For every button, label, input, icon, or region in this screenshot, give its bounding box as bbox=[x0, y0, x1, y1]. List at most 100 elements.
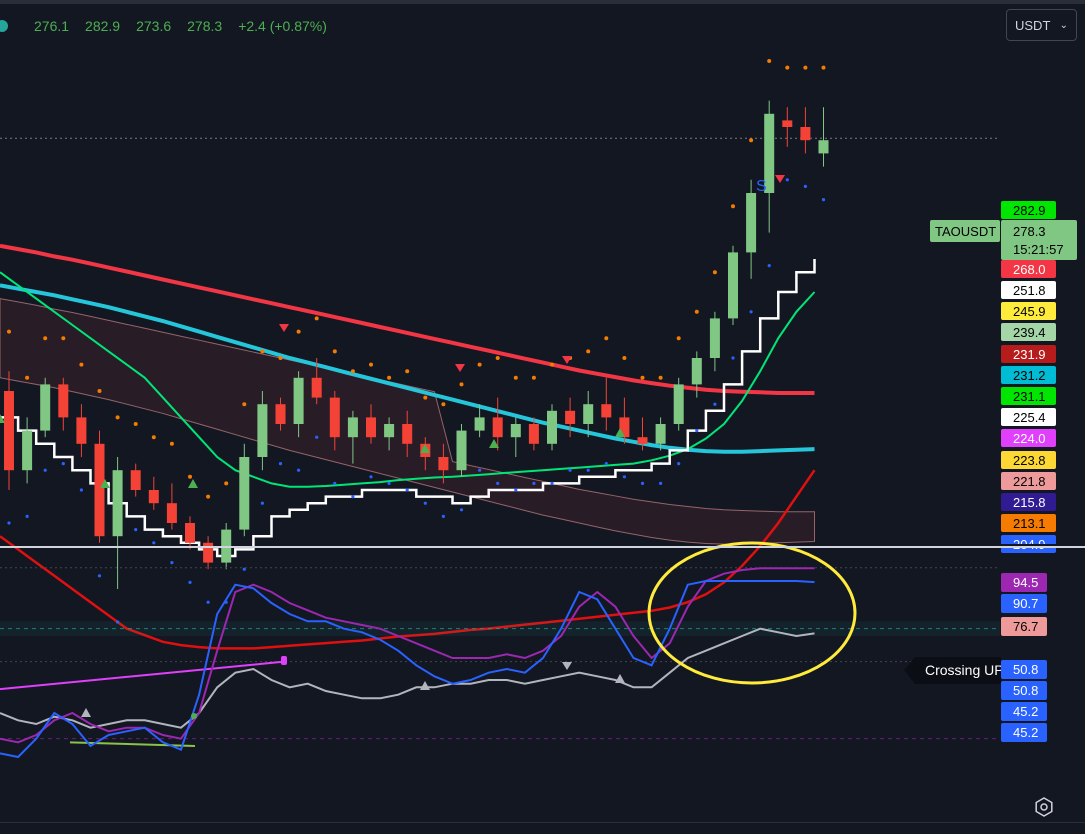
price-axis-label-bg bbox=[1001, 451, 1056, 469]
symbol-tag-name: TAOUSDT bbox=[935, 224, 996, 239]
support-dot bbox=[7, 521, 11, 525]
price-axis-label: 251.8 bbox=[1013, 283, 1046, 298]
osc-purple-line bbox=[0, 567, 815, 744]
ohlc-open: 276.1 bbox=[34, 18, 70, 34]
psar-dot bbox=[115, 415, 120, 420]
psar-dot bbox=[423, 395, 428, 400]
support-dot bbox=[568, 468, 572, 472]
support-dot bbox=[767, 264, 771, 268]
candle-body bbox=[565, 410, 576, 424]
osc-axis-label: 50.8 bbox=[1013, 683, 1038, 698]
support-dot bbox=[297, 468, 301, 472]
market-status-dot bbox=[0, 20, 8, 32]
price-axis-label-bg bbox=[1001, 408, 1056, 426]
support-dot bbox=[441, 514, 445, 519]
support-dot bbox=[640, 481, 645, 485]
support-dot bbox=[459, 508, 464, 512]
symbol-tag-bg bbox=[930, 220, 1000, 242]
oscillator-pane[interactable]: Crossing UP bbox=[0, 541, 1004, 759]
osc-gray-line bbox=[0, 627, 815, 729]
osc-axis-label: 45.2 bbox=[1013, 704, 1038, 719]
ohlc-low: 273.6 bbox=[136, 18, 172, 34]
candle-body bbox=[655, 424, 666, 444]
support-dot bbox=[586, 468, 590, 472]
candle-body bbox=[800, 127, 811, 141]
support-dot bbox=[785, 178, 789, 182]
osc-down-marker-icon bbox=[562, 662, 572, 670]
candle-body bbox=[76, 417, 87, 444]
candle-body bbox=[601, 404, 612, 418]
currency-dropdown[interactable]: USDT ⌄ bbox=[1006, 9, 1077, 41]
ohlc-change: +2.4 (+0.87%) bbox=[238, 18, 327, 34]
price-pane[interactable]: S TAOUSDT bbox=[0, 59, 1000, 650]
support-dot bbox=[315, 435, 319, 439]
support-dot bbox=[713, 402, 717, 406]
psar-dot bbox=[441, 402, 446, 407]
price-axis-label-bg bbox=[1001, 201, 1056, 219]
candle-body bbox=[691, 358, 702, 385]
ema-green-line bbox=[0, 271, 816, 488]
candle-countdown-label: 15:21:57 bbox=[1013, 242, 1064, 257]
osc-axis-label-bg bbox=[1001, 594, 1047, 613]
psar-dot bbox=[332, 349, 337, 354]
support-dot bbox=[79, 488, 83, 492]
price-axis-label-bg bbox=[1001, 387, 1056, 405]
highlight-ellipse bbox=[647, 541, 857, 685]
psar-dot bbox=[151, 435, 156, 440]
support-dot bbox=[278, 462, 283, 466]
sell-signal-label: S bbox=[756, 178, 767, 195]
support-dot bbox=[387, 481, 391, 485]
psar-dot bbox=[296, 329, 301, 334]
price-axis-label-bg bbox=[1001, 472, 1056, 490]
sell-arrow-icon bbox=[279, 324, 289, 332]
candle-body bbox=[148, 490, 159, 504]
psar-dot bbox=[224, 481, 229, 486]
support-dot bbox=[604, 462, 608, 466]
buy-arrow-icon bbox=[489, 439, 499, 448]
support-dot bbox=[97, 574, 102, 578]
candle-body bbox=[366, 417, 376, 438]
price-axis-label: 231.1 bbox=[1013, 389, 1046, 404]
osc-up-marker-icon bbox=[81, 708, 91, 717]
sell-arrow-icon bbox=[455, 364, 465, 372]
price-axis-label: 215.8 bbox=[1013, 495, 1046, 510]
psar-dot bbox=[676, 336, 681, 341]
candle-body bbox=[257, 404, 268, 457]
support-dot bbox=[405, 488, 409, 492]
sell-arrow-icon bbox=[562, 356, 572, 364]
osc-axis-label: 76.7 bbox=[1013, 619, 1038, 634]
psar-dot bbox=[531, 375, 536, 380]
gear-icon[interactable] bbox=[1033, 796, 1055, 818]
candle-body bbox=[474, 417, 485, 431]
price-axis-label-bg bbox=[1001, 345, 1056, 363]
candle-body bbox=[185, 523, 195, 543]
ohlc-high: 282.9 bbox=[85, 18, 121, 34]
psar-dot bbox=[495, 356, 500, 360]
support-dot bbox=[351, 495, 355, 499]
psar-dot bbox=[314, 316, 319, 321]
pane-divider[interactable] bbox=[0, 546, 1085, 548]
psar-dot bbox=[350, 369, 355, 374]
support-dot bbox=[731, 356, 735, 360]
crossing-callout-bg bbox=[904, 657, 1001, 684]
psar-dot bbox=[188, 474, 192, 479]
support-dot bbox=[170, 561, 174, 565]
price-axis-label: 225.4 bbox=[1013, 410, 1046, 425]
price-axis-label: 221.8 bbox=[1013, 474, 1046, 489]
psar-dot bbox=[369, 362, 373, 367]
support-dot bbox=[61, 462, 65, 466]
psar-dot bbox=[785, 65, 790, 70]
psar-dot bbox=[133, 422, 138, 426]
support-dot bbox=[188, 580, 192, 585]
candle-body bbox=[58, 384, 69, 418]
price-axis-label-bg bbox=[1001, 260, 1056, 278]
candle-body bbox=[239, 457, 250, 530]
price-axis-label: 282.9 bbox=[1013, 203, 1046, 218]
osc-axis-label-bg bbox=[1001, 723, 1047, 742]
price-axis-label-bg bbox=[1001, 302, 1056, 320]
price-axis-label: 231.9 bbox=[1013, 347, 1046, 362]
price-axis: 278.3 15:21:57 282.9 268.0 251.8 245.9 239.4 23… bbox=[1001, 201, 1081, 742]
price-axis-label: 268.0 bbox=[1013, 262, 1046, 277]
support-dot bbox=[134, 528, 138, 532]
